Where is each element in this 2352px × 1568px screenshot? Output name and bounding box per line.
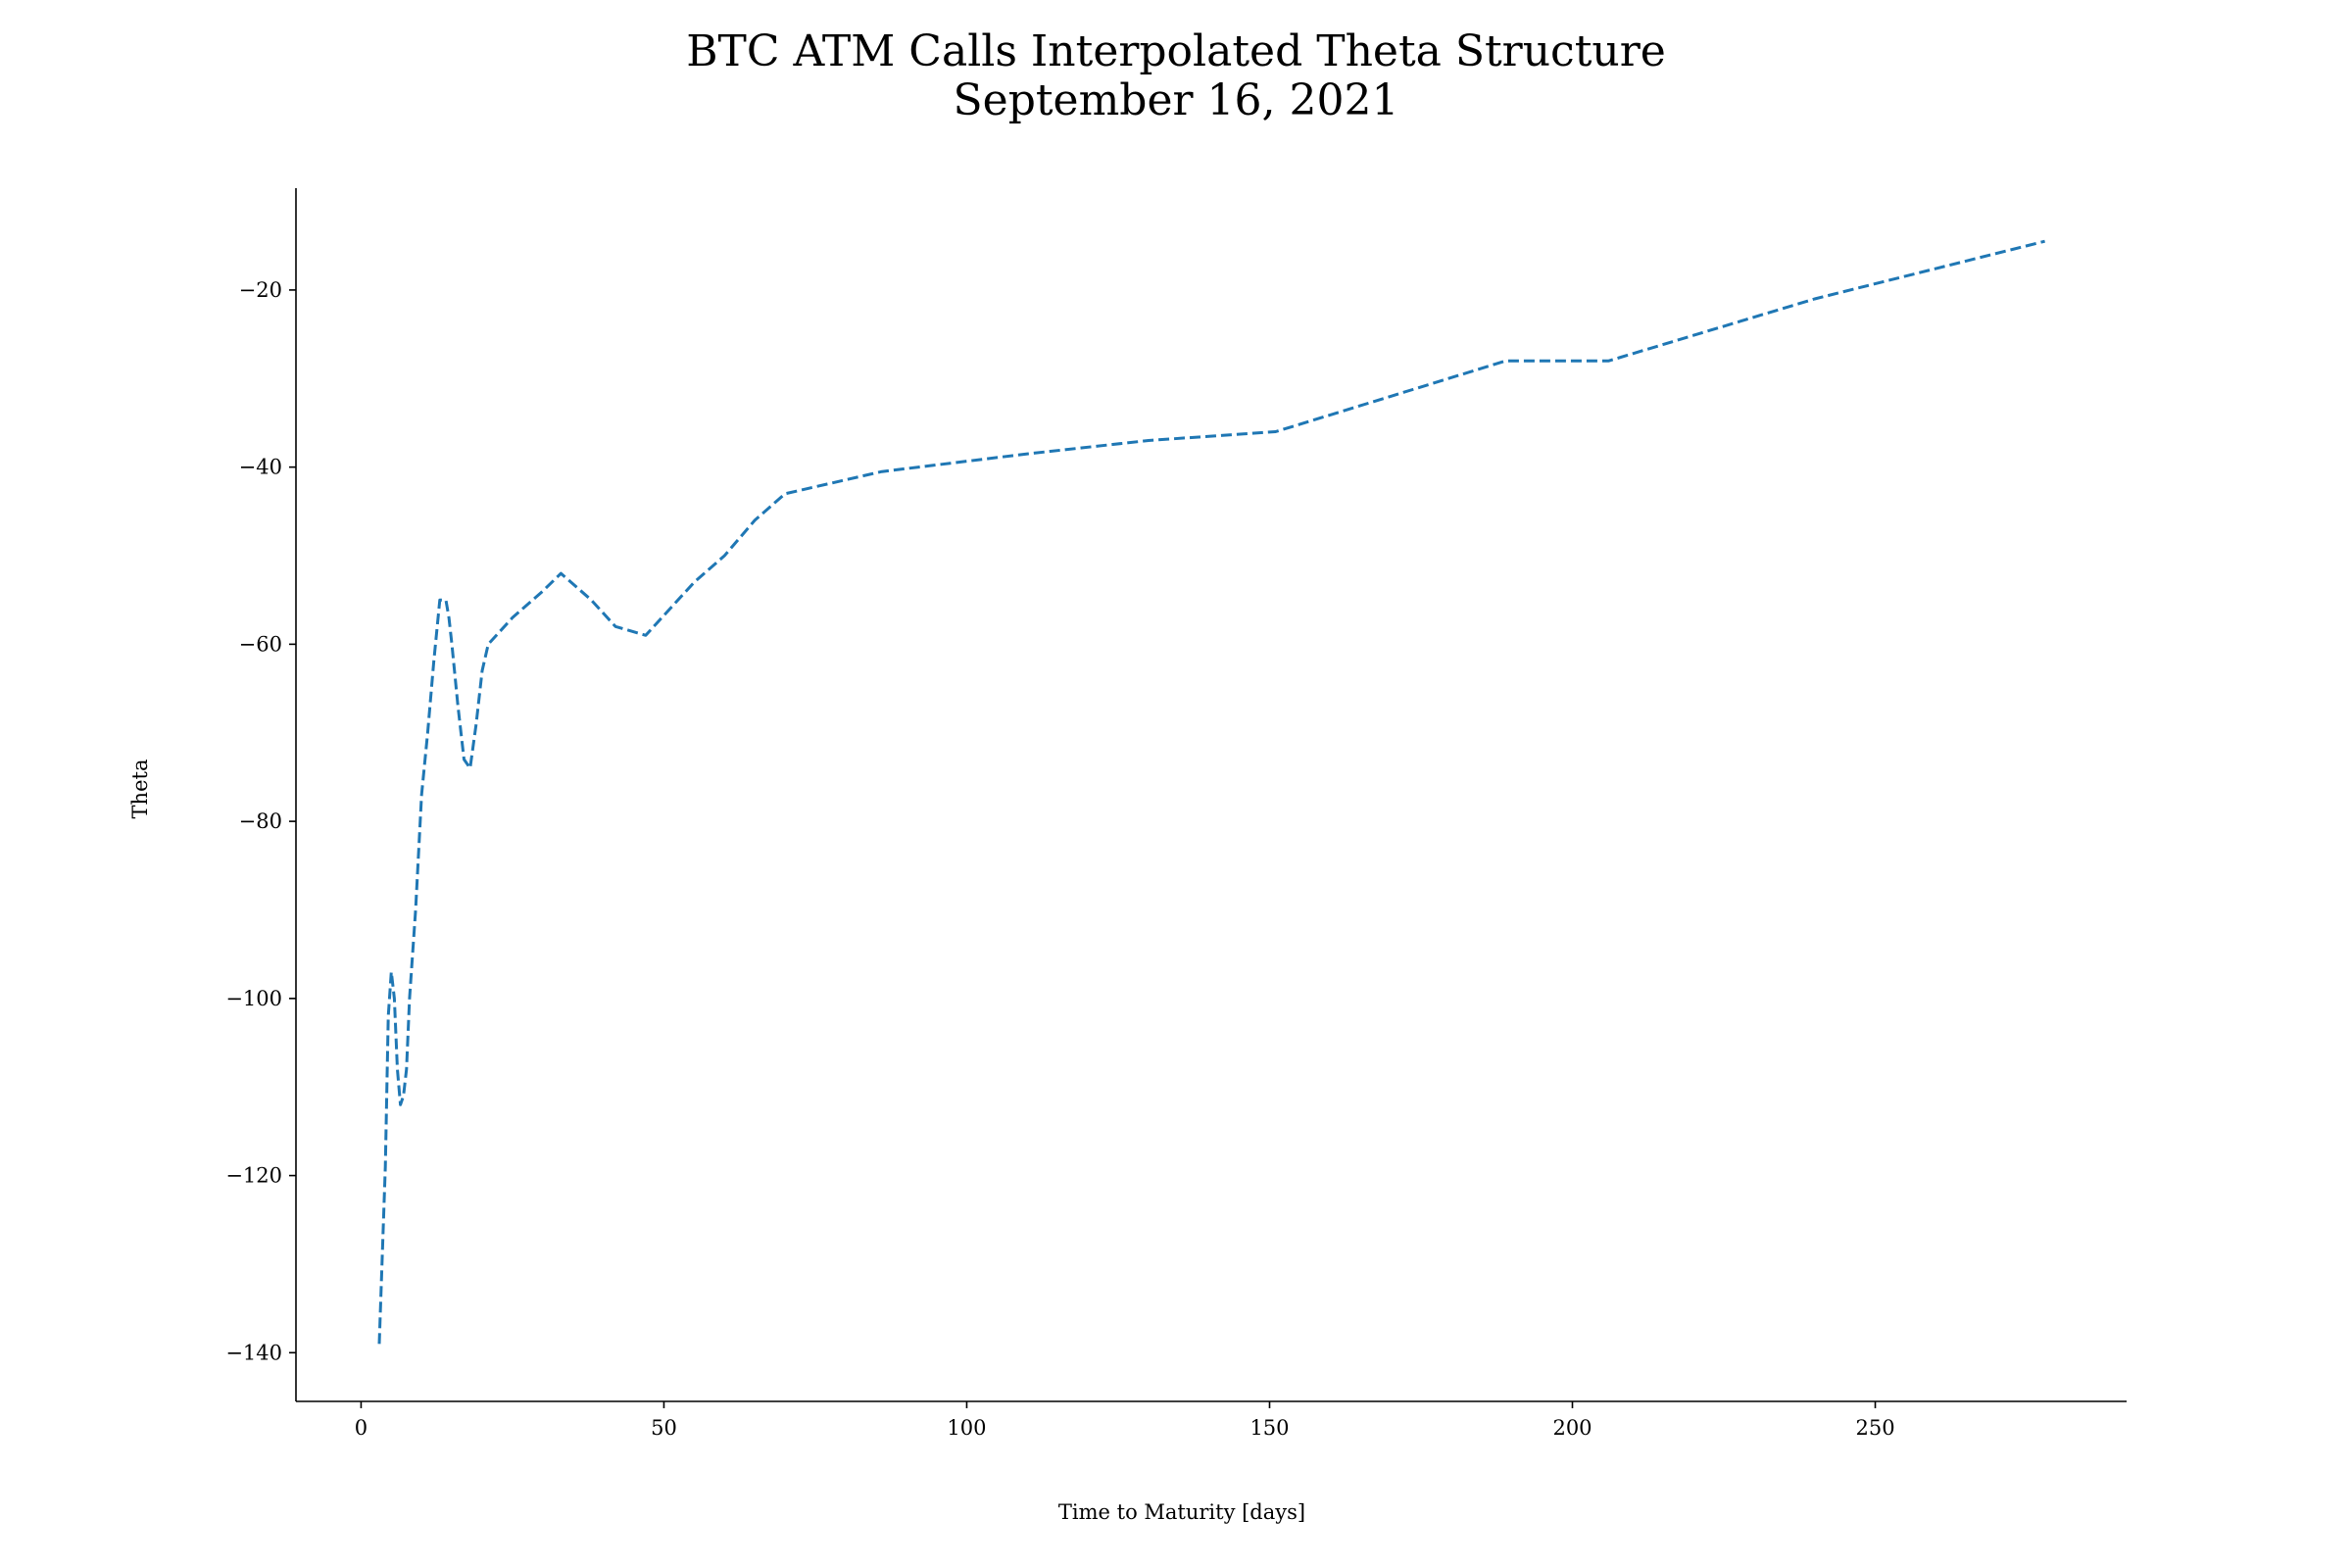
x-tick-label: 100 — [947, 1416, 986, 1440]
series-line-0 — [377, 239, 2045, 1345]
y-tick-label: −80 — [239, 809, 282, 833]
y-tick-label: −100 — [225, 987, 282, 1010]
y-tick-label: −120 — [225, 1164, 282, 1188]
x-axis-ticks: 0 50 100 150 200 250 — [355, 1401, 1895, 1440]
chart-title: BTC ATM Calls Interpolated Theta Structu… — [686, 26, 1666, 76]
y-tick-label: −60 — [239, 632, 282, 656]
x-axis-label: Time to Maturity [days] — [1058, 1500, 1305, 1524]
y-axis-ticks: −140 −120 −100 −80 −60 −40 −20 — [225, 278, 296, 1364]
series-group — [377, 239, 2045, 1345]
x-tick-label: 250 — [1855, 1416, 1894, 1440]
y-axis-label: Theta — [128, 760, 152, 819]
x-tick-label: 50 — [651, 1416, 677, 1440]
x-tick-label: 200 — [1552, 1416, 1592, 1440]
chart-subtitle: September 16, 2021 — [954, 75, 1399, 125]
y-tick-label: −140 — [225, 1341, 282, 1364]
x-tick-label: 0 — [355, 1416, 368, 1440]
y-tick-label: −20 — [239, 278, 282, 302]
x-tick-label: 150 — [1250, 1416, 1289, 1440]
y-tick-label: −40 — [239, 456, 282, 479]
